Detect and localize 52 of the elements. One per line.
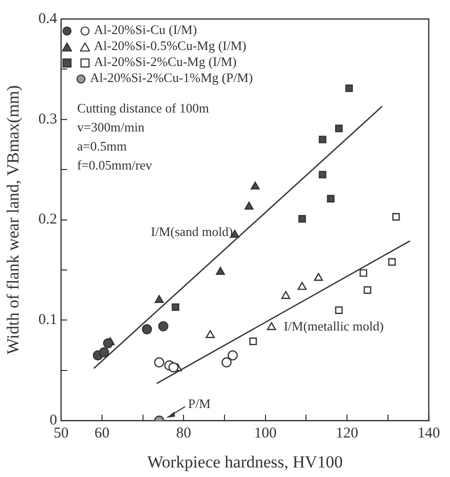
annotation: a=0.5mm [77, 138, 127, 154]
x-tick-label: 100 [254, 426, 277, 442]
annotation: v=300m/min [77, 119, 145, 134]
point [216, 266, 225, 275]
point [250, 182, 260, 190]
point [298, 282, 307, 290]
point [314, 272, 323, 281]
y-tick-label: 0.2 [38, 212, 58, 228]
point [267, 322, 276, 330]
point [249, 338, 257, 346]
point [298, 215, 306, 223]
annotation: Cutting distance of 100m [77, 100, 209, 116]
point [206, 330, 215, 338]
point [168, 362, 179, 372]
point [388, 258, 396, 266]
legend-label: Al-20%Si-2%Cu-1%Mg (P/M) [90, 70, 253, 85]
point [154, 357, 164, 368]
point [318, 170, 326, 178]
point [345, 84, 353, 92]
x-tick-label: 60 [94, 426, 110, 442]
legend-label: Al-20%Si-2%Cu-Mg (I/M) [94, 54, 237, 69]
legend-label: Al-20%Si-0.5%Cu-Mg (I/M) [94, 38, 246, 53]
series-label: I/M(sand mold) [150, 224, 233, 240]
legend-label: Al-20%Si-Cu (I/M) [94, 22, 197, 37]
series-label: I/M(metallic mold) [284, 318, 384, 334]
point [98, 347, 110, 358]
point [103, 338, 114, 348]
x-tick-label: 80 [176, 426, 192, 442]
y-tick-label: 0.4 [38, 10, 58, 27]
point [142, 324, 152, 334]
x-tick-label: 140 [418, 426, 440, 442]
annotation: P/M [188, 396, 212, 412]
point [318, 136, 326, 144]
point [335, 124, 343, 132]
point [158, 321, 168, 332]
x-axis-title: Workpiece hardness, HV100 [147, 452, 343, 472]
y-tick-label: 0.3 [38, 111, 58, 128]
point [228, 350, 238, 360]
y-tick-label: 0.1 [38, 312, 58, 328]
point [244, 202, 254, 210]
annotation: f=0.05mm/rev [77, 157, 152, 172]
point [281, 291, 290, 299]
point [326, 194, 335, 202]
point [364, 286, 372, 294]
point [392, 213, 400, 221]
y-axis-title: Width of flank wear land, VBmax(mm) [4, 85, 23, 354]
point [154, 295, 164, 303]
point [360, 269, 368, 277]
point [221, 357, 232, 368]
point [172, 303, 180, 311]
point [335, 306, 343, 314]
x-tick-label: 120 [336, 426, 358, 442]
